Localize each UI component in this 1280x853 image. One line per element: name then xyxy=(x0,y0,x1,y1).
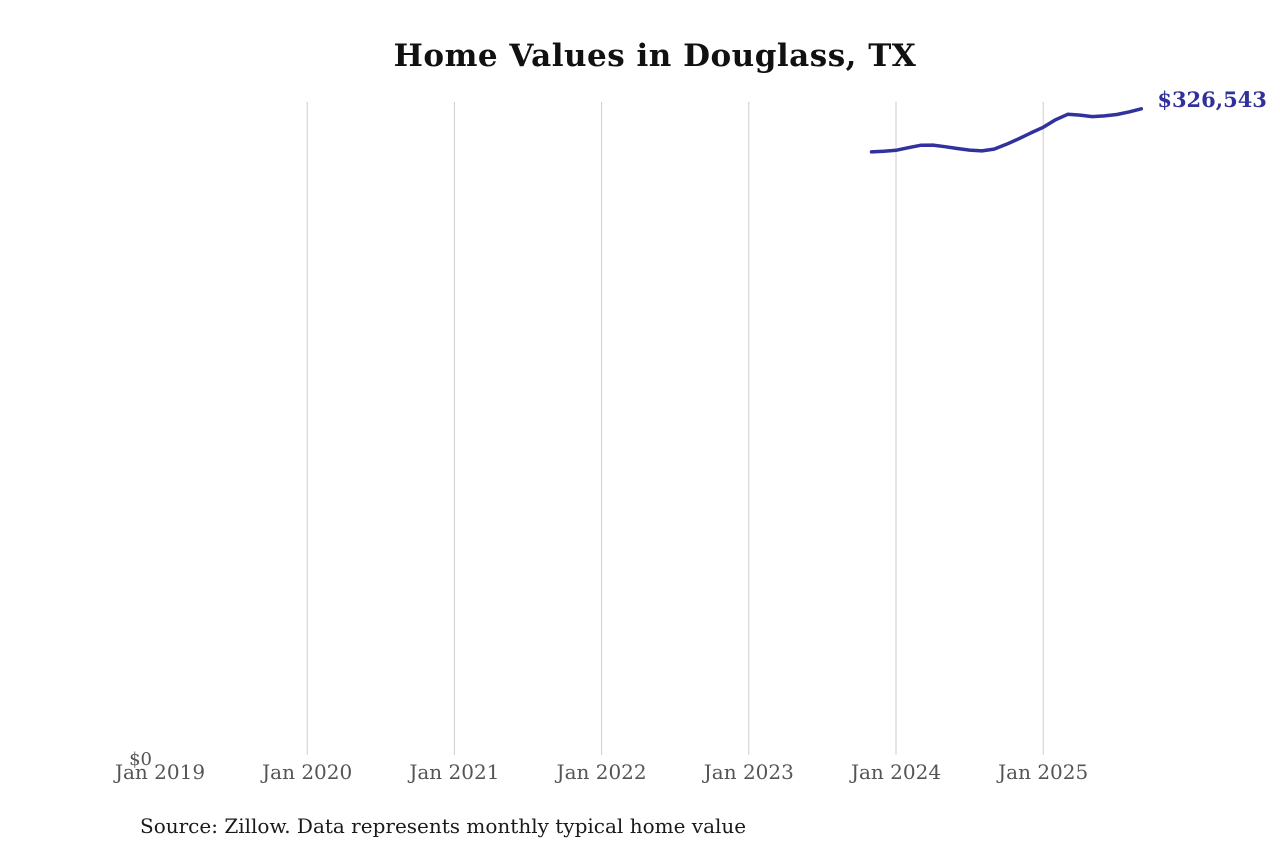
home-value-line xyxy=(869,107,1144,154)
x-axis-tick-label: Jan 2022 xyxy=(556,760,647,784)
x-axis-tick-label: Jan 2019 xyxy=(114,760,206,784)
x-axis-tick-label: Jan 2025 xyxy=(998,760,1089,784)
x-axis-tick-label: Jan 2023 xyxy=(703,760,794,784)
x-axis-tick-label: Jan 2024 xyxy=(850,760,942,784)
x-axis-tick-label: Jan 2021 xyxy=(409,760,500,784)
source-note: Source: Zillow. Data represents monthly … xyxy=(140,814,747,838)
y-axis-zero-label: $0 xyxy=(129,749,152,770)
x-axis-tick-label: Jan 2020 xyxy=(262,760,353,784)
chart-title: Home Values in Douglass, TX xyxy=(393,38,917,74)
end-value-annotation: $326,543 xyxy=(1157,86,1267,112)
